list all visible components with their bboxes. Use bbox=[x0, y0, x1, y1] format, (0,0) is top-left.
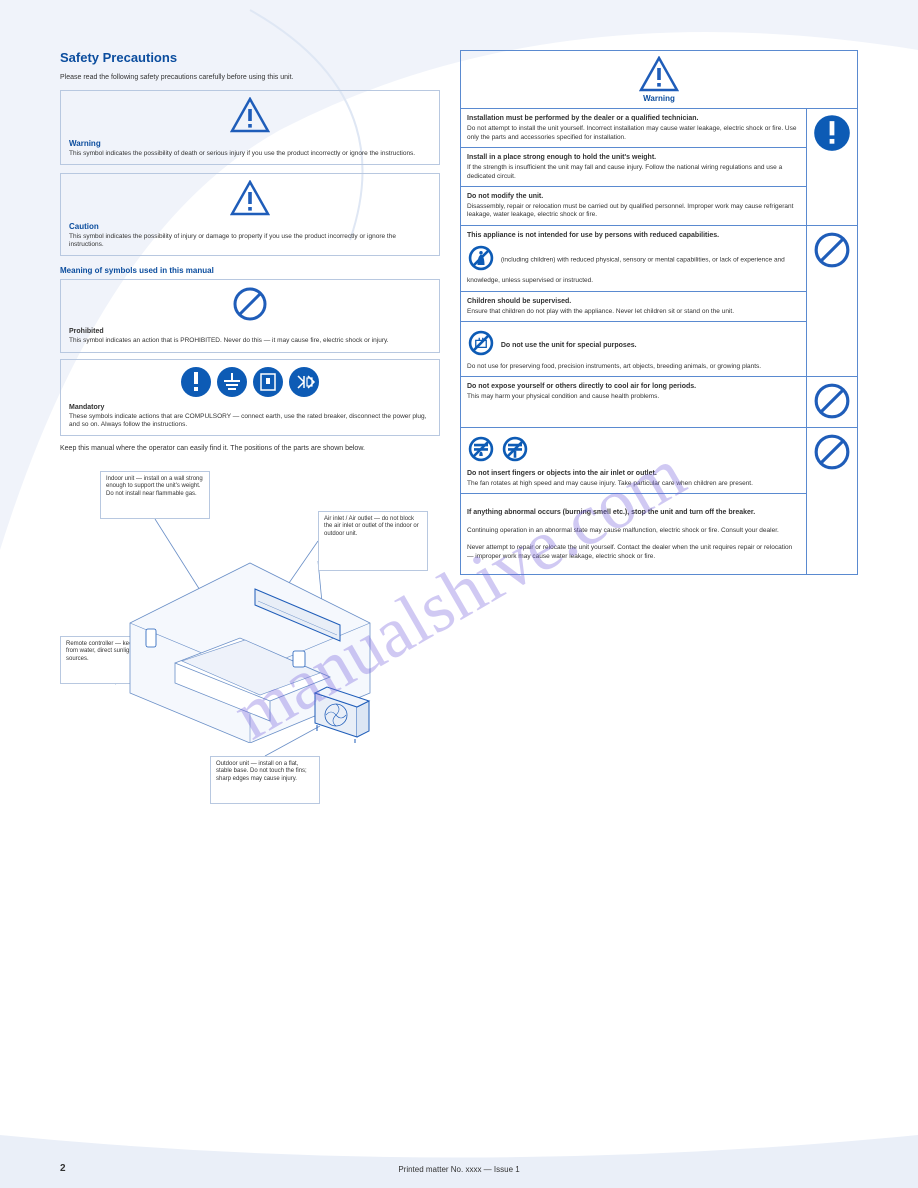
row-body: Ensure that children do not play with th… bbox=[467, 308, 800, 316]
row-title: If anything abnormal occurs (burning sme… bbox=[467, 508, 800, 517]
prohibit-icon-cell bbox=[807, 428, 858, 575]
prohibit-body: This symbol indicates an action that is … bbox=[69, 337, 431, 345]
issue-line: Printed matter No. xxxx — Issue 1 bbox=[398, 1165, 519, 1174]
row-title: Install in a place strong enough to hold… bbox=[467, 153, 800, 162]
diagram-intro: Keep this manual where the operator can … bbox=[60, 444, 440, 453]
row-body: Do not attempt to install the unit yours… bbox=[467, 125, 800, 142]
caution-definition: Caution This symbol indicates the possib… bbox=[60, 173, 440, 256]
row-body: Disassembly, repair or relocation must b… bbox=[467, 203, 800, 220]
row-title: Do not expose yourself or others directl… bbox=[467, 382, 800, 391]
row-title: Children should be supervised. bbox=[467, 297, 800, 306]
table-row: Install in a place strong enough to hold… bbox=[461, 147, 858, 186]
table-header-label: Warning bbox=[467, 94, 851, 103]
row-title: Do not use the unit for special purposes… bbox=[501, 342, 637, 349]
table-row: Do not modify the unit. Disassembly, rep… bbox=[461, 186, 858, 225]
prohibit-icon bbox=[69, 286, 431, 324]
callout-outdoor-unit: Outdoor unit — install on a flat, stable… bbox=[210, 756, 320, 804]
no-disassemble-icon bbox=[467, 329, 495, 360]
no-finger-icon bbox=[467, 435, 495, 466]
mandatory-symbol-row: Mandatory These symbols indicate actions… bbox=[60, 359, 440, 436]
prohibit-icon bbox=[813, 382, 851, 420]
mandatory-exclaim-icon bbox=[813, 114, 851, 152]
earth-icon bbox=[216, 366, 248, 400]
warning-body: This symbol indicates the possibility of… bbox=[69, 150, 431, 158]
warning-definition: Warning This symbol indicates the possib… bbox=[60, 90, 440, 165]
table-row: Children should be supervised. Ensure th… bbox=[461, 291, 858, 322]
no-reach-icon bbox=[467, 244, 495, 275]
row-body: The fan rotates at high speed and may ca… bbox=[467, 480, 800, 488]
table-header: Warning bbox=[461, 51, 858, 109]
row-body: If the strength is insufficient the unit… bbox=[467, 164, 800, 181]
callout-indoor-unit: Indoor unit — install on a wall strong e… bbox=[100, 471, 210, 519]
mandatory-icon-cell bbox=[807, 109, 858, 226]
table-row: Do not use the unit for special purposes… bbox=[461, 322, 858, 377]
prohibit-label: Prohibited bbox=[69, 328, 431, 335]
prohibit-symbol-row: Prohibited This symbol indicates an acti… bbox=[60, 279, 440, 352]
caution-label: Caution bbox=[69, 222, 431, 231]
no-stick-icon bbox=[501, 435, 529, 466]
caution-triangle-icon bbox=[69, 180, 431, 218]
prohibit-icon bbox=[813, 433, 851, 471]
prohibit-icon bbox=[813, 231, 851, 269]
row-body: Do not use for preserving food, precisio… bbox=[467, 363, 800, 371]
row-title: Do not insert fingers or objects into th… bbox=[467, 469, 800, 478]
system-diagram: Indoor unit — install on a wall strong e… bbox=[60, 461, 440, 801]
symbols-heading: Meaning of symbols used in this manual bbox=[60, 266, 440, 275]
warning-table: Warning Installation must be performed b… bbox=[460, 50, 858, 575]
caution-body: This symbol indicates the possibility of… bbox=[69, 233, 431, 249]
page-title: Safety Precautions bbox=[60, 50, 440, 65]
table-row: If anything abnormal occurs (burning sme… bbox=[461, 494, 858, 575]
prohibit-icon-cell bbox=[807, 225, 858, 376]
warning-label: Warning bbox=[69, 139, 431, 148]
warning-triangle-icon bbox=[69, 97, 431, 135]
table-row: This appliance is not intended for use b… bbox=[461, 225, 858, 291]
intro-text: Please read the following safety precaut… bbox=[60, 73, 440, 82]
prohibit-icon-cell bbox=[807, 377, 858, 428]
room-diagram-icon bbox=[120, 543, 380, 743]
mandatory-body: These symbols indicate actions that are … bbox=[69, 413, 431, 429]
row-body: (including children) with reduced physic… bbox=[467, 256, 785, 284]
row-title: This appliance is not intended for use b… bbox=[467, 231, 800, 240]
table-row: Do not insert fingers or objects into th… bbox=[461, 428, 858, 494]
row-title: Do not modify the unit. bbox=[467, 192, 800, 201]
warning-triangle-icon bbox=[639, 56, 679, 92]
row-body: This may harm your physical condition an… bbox=[467, 393, 800, 401]
table-row: Installation must be performed by the de… bbox=[461, 109, 858, 148]
mandatory-exclaim-icon bbox=[180, 366, 212, 400]
breaker-icon bbox=[252, 366, 284, 400]
table-row: Do not expose yourself or others directl… bbox=[461, 377, 858, 428]
page-number: 2 bbox=[60, 1163, 66, 1174]
unplug-icon bbox=[288, 366, 320, 400]
mandatory-label: Mandatory bbox=[69, 404, 431, 411]
row-title: Installation must be performed by the de… bbox=[467, 114, 800, 123]
row-body: Continuing operation in an abnormal stat… bbox=[467, 527, 800, 561]
